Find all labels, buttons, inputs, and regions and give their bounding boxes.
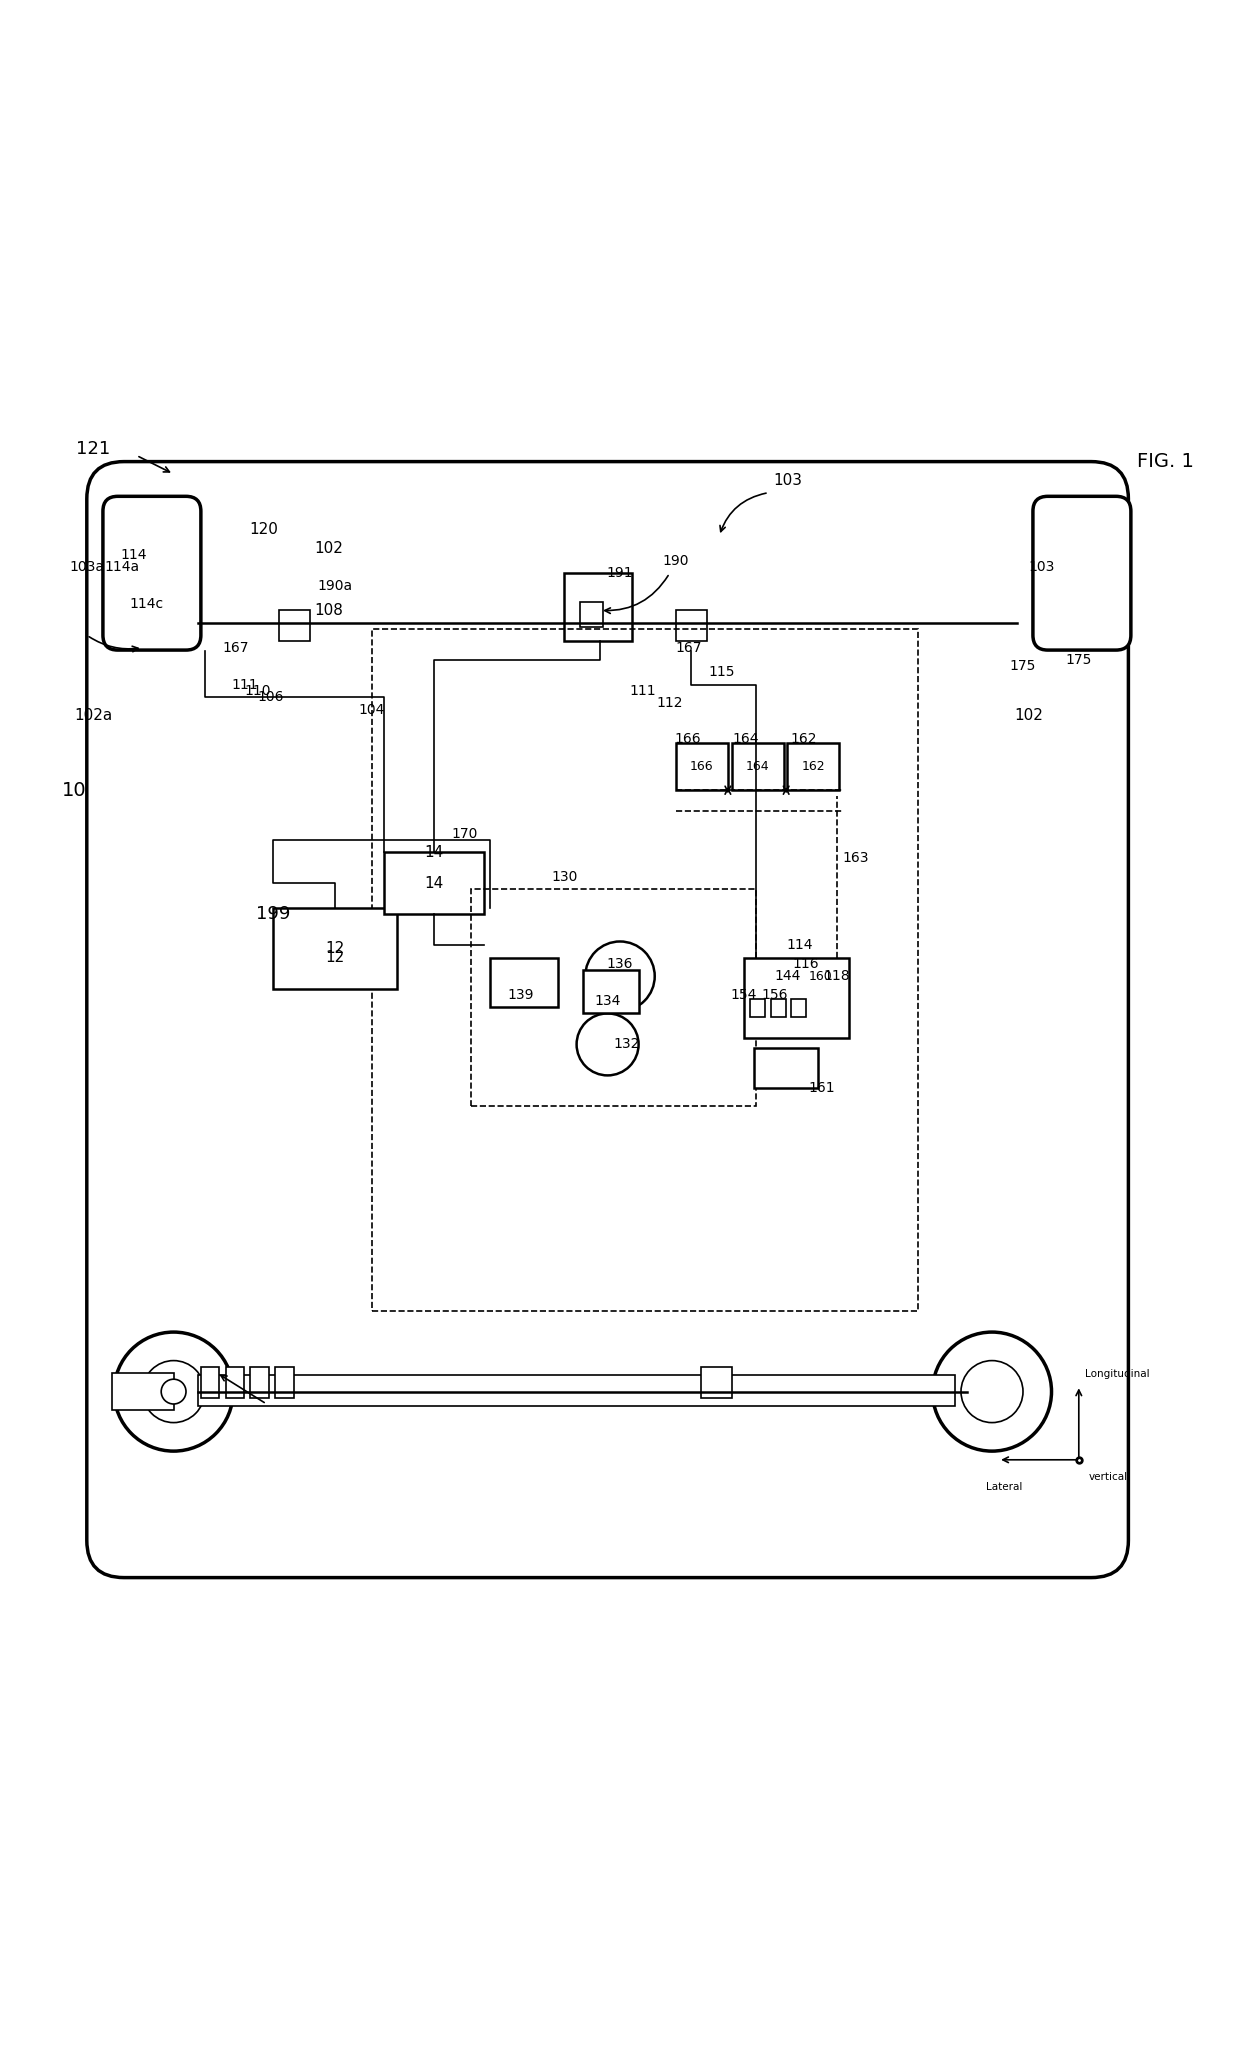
Bar bbox=[754, 1049, 818, 1088]
Text: 114: 114 bbox=[786, 939, 813, 952]
Text: FIG. 1: FIG. 1 bbox=[1137, 452, 1194, 471]
Bar bbox=[273, 908, 397, 989]
Text: 163: 163 bbox=[842, 850, 869, 865]
Text: 175: 175 bbox=[1009, 658, 1037, 673]
Text: 199: 199 bbox=[255, 906, 290, 923]
Circle shape bbox=[161, 1379, 186, 1404]
Bar bbox=[226, 1366, 244, 1397]
Bar bbox=[676, 743, 728, 791]
Text: 191: 191 bbox=[606, 566, 634, 580]
Text: 12: 12 bbox=[325, 949, 345, 966]
FancyBboxPatch shape bbox=[676, 611, 707, 642]
Bar bbox=[701, 1366, 732, 1397]
FancyBboxPatch shape bbox=[279, 611, 310, 642]
Bar bbox=[275, 1366, 294, 1397]
Text: 102a: 102a bbox=[74, 708, 112, 722]
Text: 104: 104 bbox=[358, 702, 386, 716]
Bar bbox=[583, 970, 639, 1013]
Text: 115: 115 bbox=[708, 665, 735, 679]
Circle shape bbox=[143, 1360, 205, 1422]
Text: 161: 161 bbox=[808, 1082, 836, 1094]
Text: 103a: 103a bbox=[69, 559, 104, 574]
Text: 134: 134 bbox=[594, 995, 621, 1007]
Text: 175: 175 bbox=[1065, 652, 1092, 667]
Bar bbox=[791, 999, 806, 1018]
Text: 132: 132 bbox=[613, 1038, 640, 1051]
Text: 12: 12 bbox=[325, 941, 345, 956]
Bar bbox=[744, 958, 849, 1038]
Bar bbox=[732, 743, 784, 791]
Bar bbox=[471, 890, 756, 1106]
Circle shape bbox=[961, 1360, 1023, 1422]
Text: 102: 102 bbox=[1014, 708, 1044, 722]
Text: 110: 110 bbox=[244, 683, 272, 698]
Text: 116: 116 bbox=[792, 958, 820, 970]
Text: 114: 114 bbox=[120, 547, 148, 561]
Circle shape bbox=[932, 1331, 1052, 1451]
Bar bbox=[112, 1373, 174, 1410]
Text: Lateral: Lateral bbox=[986, 1482, 1022, 1492]
Text: vertical: vertical bbox=[1089, 1472, 1128, 1482]
Text: 114a: 114a bbox=[104, 559, 139, 574]
Text: 111: 111 bbox=[231, 677, 258, 691]
Text: 162: 162 bbox=[801, 760, 826, 774]
Bar bbox=[564, 574, 632, 642]
Bar bbox=[372, 630, 918, 1311]
Text: 160: 160 bbox=[808, 970, 833, 982]
Bar bbox=[490, 958, 558, 1007]
Text: 162: 162 bbox=[790, 733, 817, 747]
Text: 144: 144 bbox=[774, 970, 801, 982]
Text: 190a: 190a bbox=[317, 578, 352, 592]
Text: 166: 166 bbox=[689, 760, 714, 774]
Text: 154: 154 bbox=[730, 989, 758, 1001]
Bar bbox=[384, 852, 484, 914]
Text: 156: 156 bbox=[761, 989, 789, 1001]
Text: 108: 108 bbox=[314, 603, 343, 617]
Bar bbox=[201, 1366, 219, 1397]
Text: 14: 14 bbox=[424, 844, 444, 861]
Text: 130: 130 bbox=[551, 871, 578, 883]
Circle shape bbox=[114, 1331, 233, 1451]
Circle shape bbox=[585, 941, 655, 1011]
Bar bbox=[787, 743, 839, 791]
Bar bbox=[580, 603, 603, 627]
Text: 164: 164 bbox=[732, 733, 759, 747]
Text: 120: 120 bbox=[249, 522, 279, 537]
Text: 167: 167 bbox=[222, 640, 249, 654]
Circle shape bbox=[577, 1013, 639, 1075]
Text: 111: 111 bbox=[629, 683, 656, 698]
Bar bbox=[771, 999, 786, 1018]
Text: 103: 103 bbox=[1028, 559, 1055, 574]
Bar bbox=[750, 999, 765, 1018]
Text: 103: 103 bbox=[773, 473, 802, 487]
Text: 190: 190 bbox=[662, 553, 689, 568]
Bar bbox=[198, 1375, 955, 1406]
Text: 118: 118 bbox=[823, 970, 851, 982]
Text: Longitudinal: Longitudinal bbox=[1085, 1368, 1149, 1379]
Text: 164: 164 bbox=[745, 760, 770, 774]
Text: 166: 166 bbox=[675, 733, 702, 747]
Text: 14: 14 bbox=[424, 875, 444, 892]
Bar bbox=[250, 1366, 269, 1397]
Text: 112: 112 bbox=[656, 696, 683, 710]
Text: 102: 102 bbox=[314, 541, 343, 555]
Text: 121: 121 bbox=[76, 440, 110, 458]
Text: 136: 136 bbox=[606, 958, 634, 970]
Text: 167: 167 bbox=[675, 640, 702, 654]
FancyBboxPatch shape bbox=[1033, 495, 1131, 650]
Text: 106: 106 bbox=[257, 689, 284, 704]
FancyBboxPatch shape bbox=[103, 495, 201, 650]
Text: 170: 170 bbox=[451, 826, 479, 840]
Text: 114c: 114c bbox=[129, 596, 164, 611]
Text: 10: 10 bbox=[62, 780, 87, 799]
Text: 139: 139 bbox=[507, 989, 534, 1001]
